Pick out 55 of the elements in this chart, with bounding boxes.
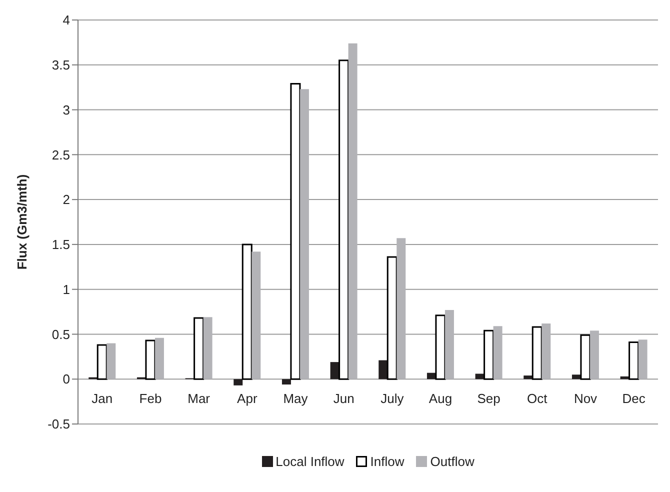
y-tick-label: 3 (62, 102, 70, 118)
x-tick-label: Sep (477, 391, 500, 406)
y-tick-label: 0.5 (52, 326, 70, 342)
bar (435, 314, 446, 380)
y-tick-label: 2.5 (52, 147, 70, 162)
x-tick-label: Oct (527, 391, 548, 406)
bar (444, 310, 454, 380)
y-tick-label: 1.5 (52, 237, 70, 252)
bar (242, 244, 252, 380)
bar (96, 344, 108, 380)
bar (542, 323, 551, 380)
bar (300, 89, 309, 380)
bar (524, 376, 533, 380)
bar (532, 326, 542, 380)
legend-label: Local Inflow (276, 454, 344, 469)
bar (580, 334, 591, 380)
legend-label: Outflow (430, 454, 474, 469)
bar (638, 340, 648, 380)
y-axis-title: Flux (Gm3/mth) (14, 174, 30, 270)
bar (475, 374, 484, 380)
bar (290, 82, 301, 380)
bar (396, 238, 406, 380)
legend-label: Inflow (370, 454, 404, 469)
x-tick-label: Jun (333, 391, 354, 406)
x-tick-label: Mar (188, 391, 211, 406)
bar (194, 317, 204, 380)
bar (145, 340, 156, 380)
bar (252, 252, 261, 380)
x-tick-label: Jan (92, 391, 113, 406)
bar (338, 60, 350, 380)
bar (282, 379, 291, 384)
bar (484, 330, 494, 380)
x-tick-label: Dec (622, 391, 646, 406)
bar (493, 326, 502, 380)
bar (154, 338, 164, 380)
y-tick-label: 0 (62, 372, 70, 387)
bar (106, 343, 116, 380)
x-tick-label: Feb (139, 391, 162, 406)
bar (203, 317, 212, 380)
x-tick-label: Nov (574, 391, 598, 406)
x-tick-label: July (380, 391, 404, 406)
bar (386, 256, 398, 380)
bar (234, 379, 243, 386)
x-tick-label: Apr (237, 391, 258, 406)
y-tick-label: -0.5 (48, 416, 70, 432)
x-tick-label: Aug (428, 391, 452, 406)
x-tick-label: May (283, 391, 308, 406)
bar (348, 43, 358, 380)
y-tick-label: 1 (62, 282, 70, 297)
bar (628, 342, 640, 380)
bar (590, 330, 599, 380)
bar (378, 360, 388, 380)
y-tick-label: 4 (62, 12, 70, 28)
y-tick-label: 3.5 (52, 58, 70, 73)
y-tick-label: 2 (62, 192, 70, 208)
